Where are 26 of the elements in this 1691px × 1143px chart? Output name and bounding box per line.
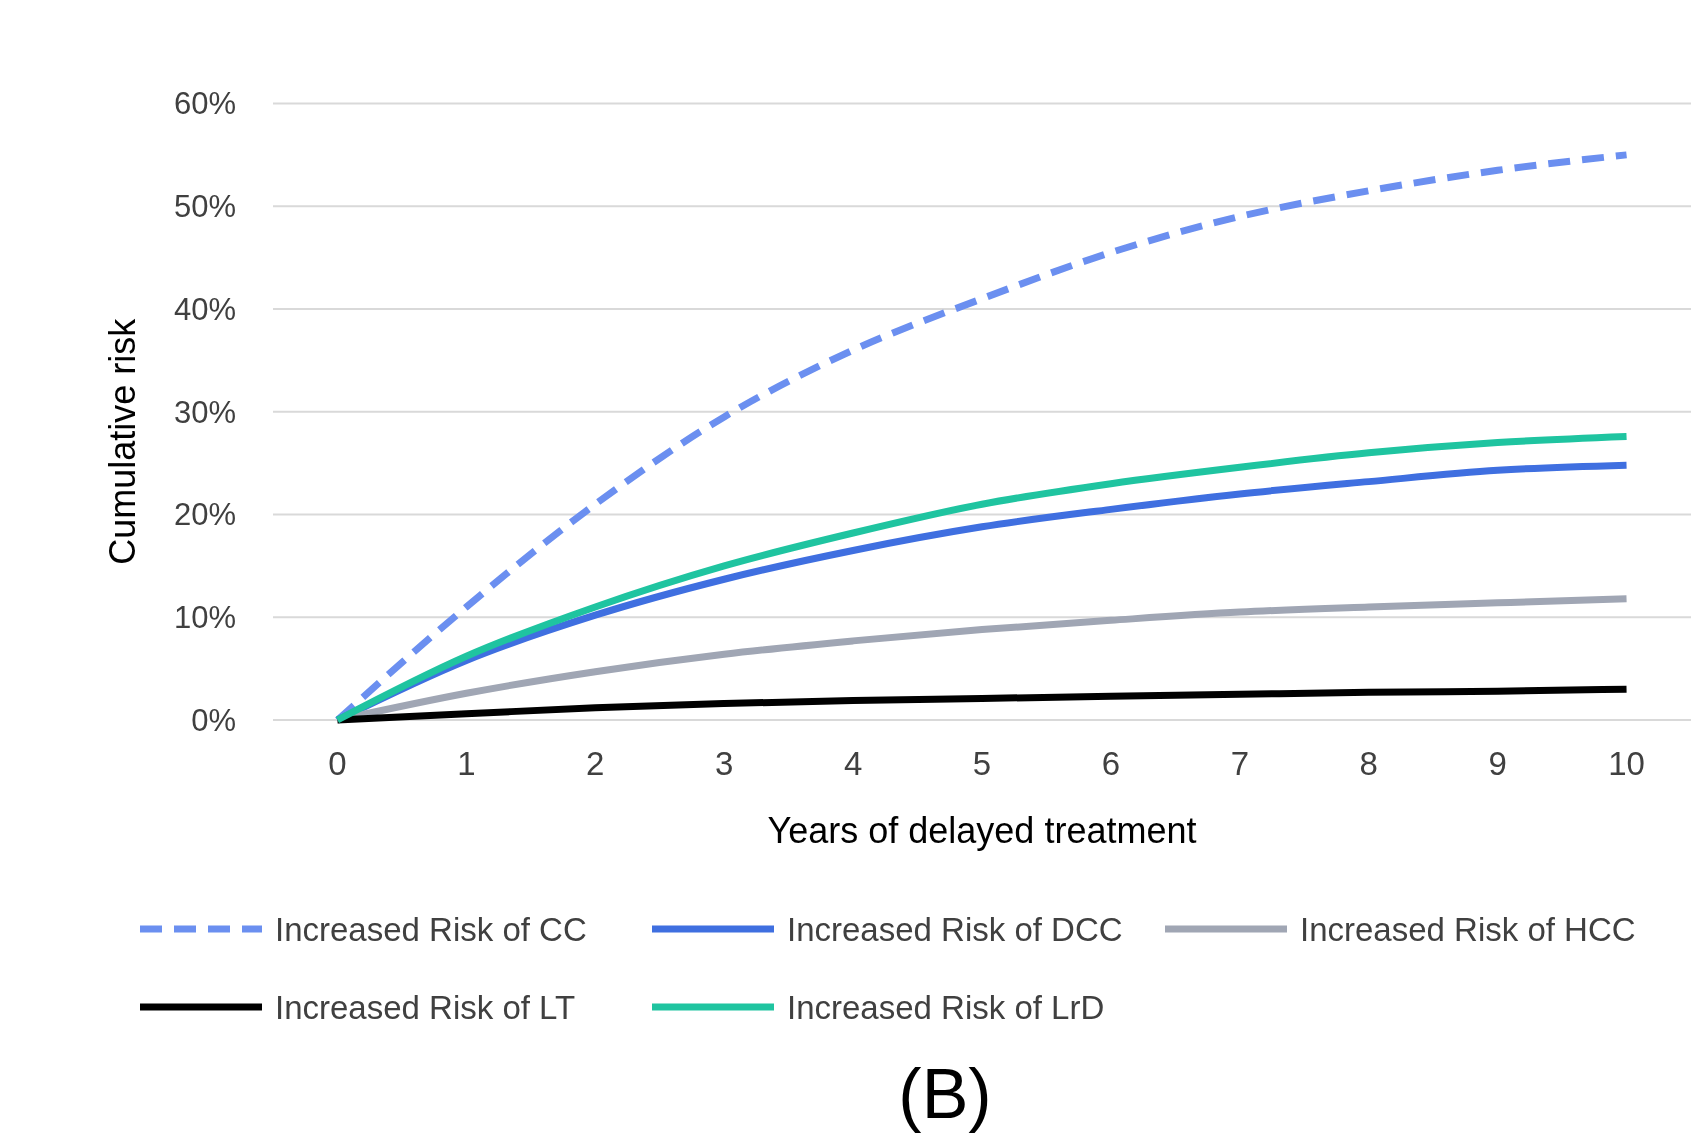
x-tick-label: 10 [1608,745,1645,782]
y-tick-label: 0% [191,702,236,738]
y-tick-label: 40% [173,291,236,327]
y-tick-label: 10% [173,600,236,636]
x-tick-label: 2 [586,745,605,782]
x-tick-label: 0 [328,745,347,782]
x-axis-title: Years of delayed treatment [767,810,1197,851]
legend-label: Increased Risk of LT [275,988,576,1026]
y-tick-label: 20% [173,497,236,533]
x-tick-label: 3 [715,745,734,782]
x-tick-label: 1 [457,745,476,782]
x-tick-label: 8 [1359,745,1378,782]
x-tick-label: 5 [972,745,992,782]
x-tick-label: 9 [1488,745,1507,782]
y-tick-label: 30% [173,394,236,430]
legend-label: Increased Risk of CC [275,910,587,948]
x-tick-label: 6 [1101,745,1121,782]
x-tick-label: 7 [1230,745,1249,782]
x-tick-label: 4 [843,745,863,782]
legend-label: Increased Risk of LrD [787,988,1105,1026]
y-tick-label: 50% [173,189,236,225]
y-axis-title: Cumulative risk [102,317,143,565]
legend-label: Increased Risk of DCC [787,910,1123,948]
y-tick-label: 60% [173,86,236,122]
legend-label: Increased Risk of HCC [1300,910,1636,948]
text: (B) [898,1055,992,1133]
